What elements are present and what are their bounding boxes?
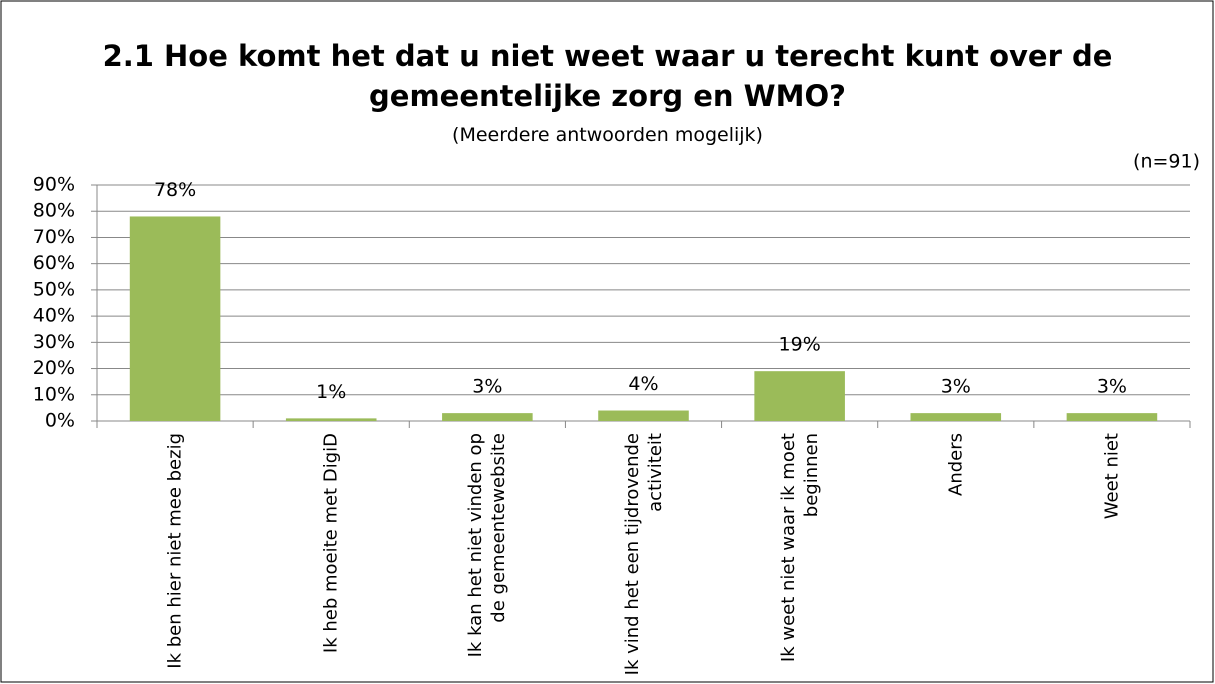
x-tick-label: Ik weet niet waar ik moet beginnen	[777, 433, 822, 663]
chart-subtitle: (Meerdere antwoorden mogelijk)	[452, 124, 763, 146]
y-tick-label: 0%	[45, 410, 75, 432]
y-tick-label: 40%	[33, 305, 75, 327]
value-label: 3%	[472, 376, 502, 398]
value-label: 4%	[628, 373, 658, 395]
bar	[129, 216, 221, 421]
sample-size: (n=91)	[1133, 151, 1200, 173]
x-tick-label: Anders	[945, 433, 967, 496]
y-tick-label: 80%	[33, 200, 75, 222]
y-tick-label: 30%	[33, 331, 75, 353]
y-tick-label: 70%	[33, 226, 75, 248]
x-tick-label: Ik kan het niet vinden op de gemeenteweb…	[465, 433, 510, 658]
x-tick-label: Ik ben hier niet mee bezig	[164, 433, 186, 669]
bar	[598, 410, 689, 421]
chart-title: 2.1 Hoe komt het dat u niet weet waar u …	[102, 39, 1113, 113]
y-tick-label: 20%	[33, 357, 75, 379]
x-tick-label: Ik heb moeite met DigiD	[320, 433, 342, 654]
value-label: 1%	[316, 381, 346, 403]
value-label: 3%	[941, 376, 971, 398]
y-tick-label: 10%	[33, 383, 75, 405]
value-label: 19%	[779, 334, 821, 356]
value-label: 78%	[154, 179, 196, 201]
x-tick-label: Weet niet	[1101, 433, 1123, 520]
bar	[285, 418, 377, 421]
y-tick-label: 60%	[33, 252, 75, 274]
bar	[442, 413, 533, 421]
value-label: 3%	[1097, 376, 1127, 398]
bar	[754, 371, 845, 421]
x-tick-label: Ik vind het een tijdrovende activiteit	[621, 433, 666, 676]
bar	[910, 413, 1002, 421]
bar	[1066, 413, 1158, 421]
y-tick-label: 50%	[33, 278, 75, 300]
y-tick-label: 90%	[33, 174, 75, 196]
